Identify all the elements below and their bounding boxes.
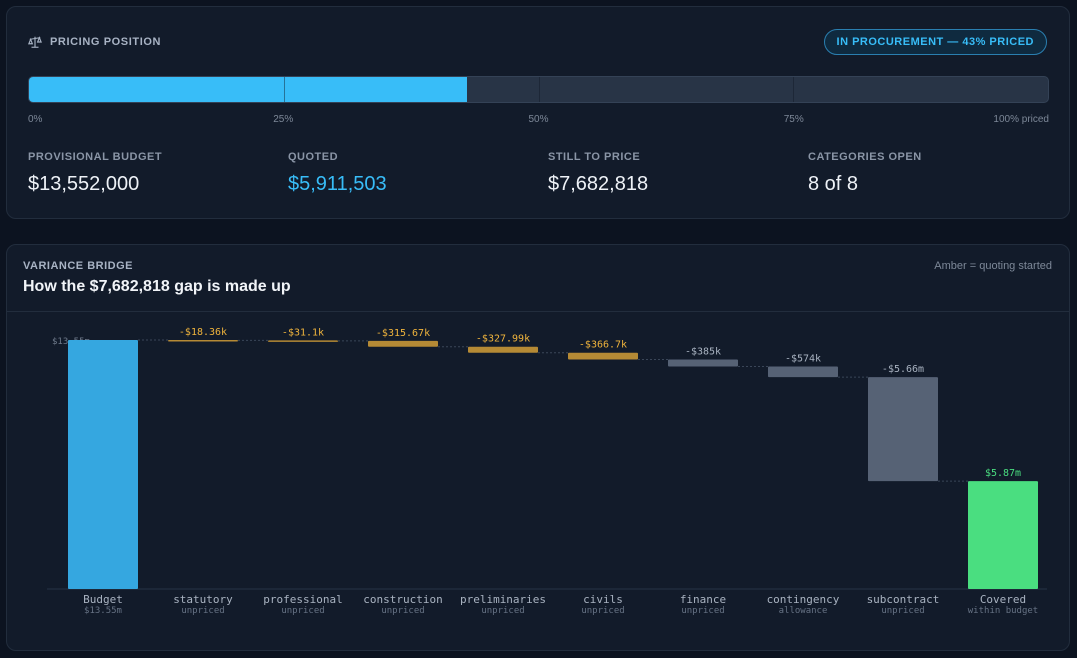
bar-value-label: -$31.1k bbox=[282, 327, 324, 338]
bar-value-label: -$385k bbox=[685, 346, 721, 357]
bar-covered bbox=[968, 481, 1038, 589]
stat-value: $13,552,000 bbox=[28, 173, 140, 195]
bar-value-label: -$5.66m bbox=[882, 364, 924, 375]
stat-categories-open: CATEGORIES OPEN 8 of 8 bbox=[808, 151, 922, 196]
bar-value-label: -$574k bbox=[785, 354, 821, 365]
category-label: Covered bbox=[980, 593, 1026, 606]
category-sublabel: $13.55m bbox=[84, 606, 122, 616]
category-sublabel: unpriced bbox=[581, 606, 624, 616]
category-sublabel: unpriced bbox=[181, 606, 224, 616]
bar-construction bbox=[368, 340, 438, 347]
category-label: finance bbox=[680, 593, 726, 606]
category-label: construction bbox=[363, 593, 442, 606]
scale-label: 0% bbox=[28, 114, 43, 125]
stat-quoted: QUOTED $5,911,503 bbox=[288, 151, 387, 196]
bar-civils bbox=[568, 352, 638, 360]
bar-preliminaries bbox=[468, 346, 538, 353]
bar-statutory bbox=[168, 340, 238, 342]
stat-label: CATEGORIES OPEN bbox=[808, 151, 922, 163]
waterfall-chart: $13.55mBudget$13.55m-$18.36kstatutoryunp… bbox=[47, 327, 1047, 616]
category-label: statutory bbox=[173, 593, 233, 606]
bar-budget bbox=[68, 340, 138, 589]
bridge-subtitle: VARIANCE BRIDGE bbox=[23, 260, 133, 272]
bridge-legend-note: Amber = quoting started bbox=[934, 260, 1052, 272]
progress-tick-25 bbox=[283, 77, 285, 102]
bar-value-label: $5.87m bbox=[985, 468, 1021, 479]
pricing-position-card: PRICING POSITION IN PROCUREMENT — 43% PR… bbox=[6, 6, 1070, 219]
bar-value-label: -$18.36k bbox=[179, 327, 227, 338]
category-label: contingency bbox=[767, 593, 840, 606]
scale-label: 75% bbox=[783, 114, 804, 125]
stat-value: 8 of 8 bbox=[808, 173, 859, 195]
progress-fill bbox=[29, 77, 468, 102]
pricing-title: PRICING POSITION bbox=[50, 36, 162, 48]
pricing-progress-bar bbox=[28, 76, 1049, 103]
category-label: preliminaries bbox=[460, 593, 546, 606]
bar-value-label: -$327.99k bbox=[476, 334, 530, 345]
category-sublabel: unpriced bbox=[381, 606, 424, 616]
bar-professional bbox=[268, 340, 338, 342]
bar-value-label: -$315.67k bbox=[376, 328, 430, 339]
stat-value: $7,682,818 bbox=[548, 173, 649, 195]
scale-label: 100% priced bbox=[993, 114, 1049, 125]
category-label: subcontract bbox=[867, 593, 940, 606]
progress-tick-50 bbox=[538, 77, 540, 102]
bar-subcontract bbox=[868, 377, 938, 482]
bar-finance bbox=[668, 359, 738, 367]
variance-bridge-card: VARIANCE BRIDGE How the $7,682,818 gap i… bbox=[6, 244, 1070, 651]
category-label: civils bbox=[583, 593, 623, 606]
stat-label: STILL TO PRICE bbox=[548, 151, 641, 163]
divider bbox=[7, 311, 1069, 312]
status-badge: IN PROCUREMENT — 43% PRICED bbox=[823, 29, 1047, 55]
stat-value: $5,911,503 bbox=[288, 173, 387, 195]
scale-icon bbox=[28, 36, 42, 48]
category-sublabel: unpriced bbox=[681, 606, 724, 616]
stat-label: QUOTED bbox=[288, 151, 339, 163]
stat-still-to-price: STILL TO PRICE $7,682,818 bbox=[548, 151, 648, 196]
scale-label: 50% bbox=[528, 114, 549, 125]
category-sublabel: unpriced bbox=[281, 606, 324, 616]
category-label: professional bbox=[263, 593, 342, 606]
category-sublabel: unpriced bbox=[481, 606, 524, 616]
pricing-header: PRICING POSITION bbox=[28, 35, 161, 49]
progress-scale: 0% 25% 50% 75% 100% priced bbox=[28, 114, 1049, 128]
stat-provisional-budget: PROVISIONAL BUDGET $13,552,000 bbox=[28, 151, 162, 196]
stat-label: PROVISIONAL BUDGET bbox=[28, 151, 163, 163]
category-sublabel: allowance bbox=[779, 606, 828, 616]
category-label: Budget bbox=[83, 593, 123, 606]
bar-contingency bbox=[768, 366, 838, 378]
scale-label: 25% bbox=[273, 114, 294, 125]
category-sublabel: within budget bbox=[968, 606, 1038, 616]
bridge-title: How the $7,682,818 gap is made up bbox=[23, 278, 291, 295]
bar-value-label: -$366.7k bbox=[579, 340, 627, 351]
category-sublabel: unpriced bbox=[881, 606, 924, 616]
progress-tick-75 bbox=[793, 77, 795, 102]
